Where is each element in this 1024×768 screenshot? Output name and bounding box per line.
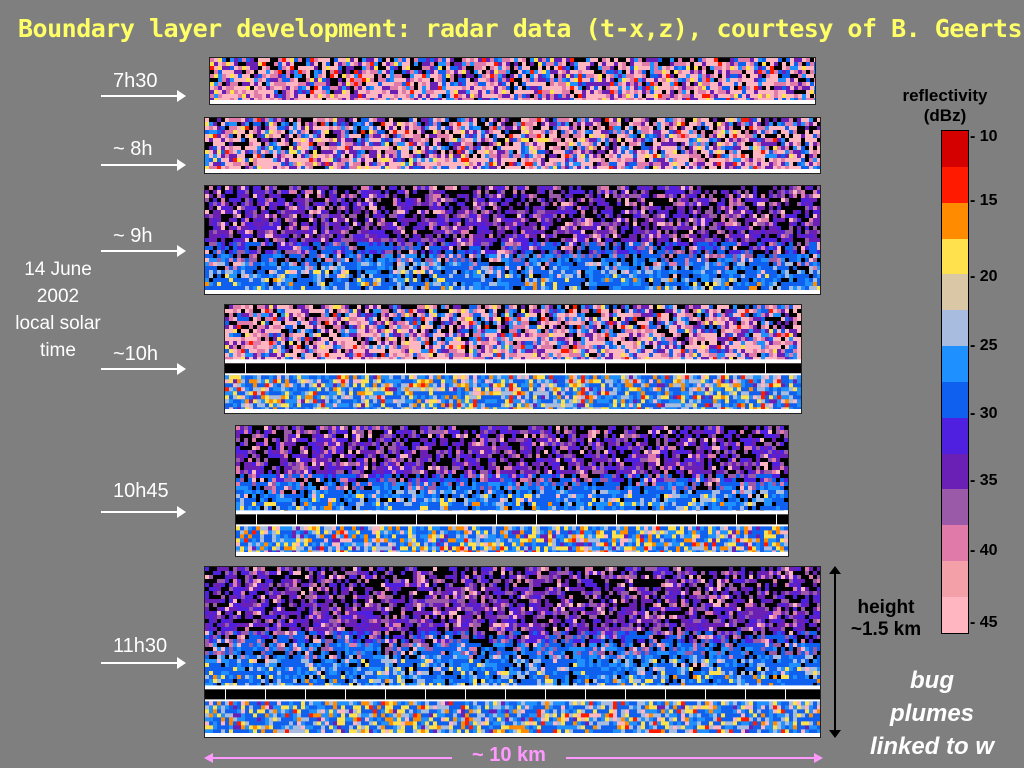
date-line1: 14 June (0, 256, 116, 283)
date-line4: time (0, 337, 116, 364)
height-note-line2: ~1.5 km (838, 619, 934, 641)
legend-title-line1: reflectivity (890, 86, 1000, 106)
time-label-0800: ~ 8h (113, 138, 152, 161)
radar-image (205, 186, 820, 294)
bug-note-line3: linked to w (852, 730, 1012, 763)
legend-title-line2: (dBz) (890, 106, 1000, 126)
radar-image (225, 305, 801, 413)
colorbar-segment (942, 453, 968, 490)
colorbar-segment (942, 561, 968, 597)
arrow-0900-icon (101, 245, 186, 257)
legend-tick-45: - 45 (970, 614, 998, 632)
legend-tick-25: - 25 (970, 337, 998, 355)
height-note-line1: height (838, 597, 934, 619)
height-note: height ~1.5 km (838, 597, 934, 641)
radar-image (205, 118, 820, 173)
radar-image (210, 58, 815, 104)
distance-line-right (566, 757, 816, 759)
colorbar-segment (942, 238, 968, 275)
colorbar-segment (942, 274, 968, 311)
distance-line-left (210, 757, 454, 759)
colorbar-segment (942, 202, 968, 239)
colorbar-segment (942, 417, 968, 454)
legend-tick-10: - 10 (970, 128, 998, 146)
reflectivity-colorbar (941, 130, 969, 634)
colorbar-segment (942, 346, 968, 382)
arrow-1130-icon (101, 657, 186, 669)
date-line3: local solar (0, 310, 116, 337)
distance-arrow-right-icon (814, 753, 823, 763)
arrow-0730-icon (101, 90, 186, 102)
date-line2: 2002 (0, 283, 116, 310)
time-label-1000: ~10h (113, 343, 158, 366)
bug-plumes-note: bug plumes linked to w (852, 664, 1012, 763)
time-label-1045: 10h45 (113, 480, 169, 503)
arrow-1045-icon (101, 506, 186, 518)
legend-tick-20: - 20 (970, 268, 998, 286)
distance-arrow-left-icon (204, 753, 213, 763)
colorbar-segment (942, 131, 968, 167)
colorbar-segment (942, 489, 968, 526)
time-label-0730: 7h30 (113, 70, 158, 93)
time-label-1130: 11h30 (113, 635, 167, 658)
arrow-1000-icon (101, 363, 186, 375)
colorbar-segment (942, 310, 968, 347)
colorbar-segment (942, 381, 968, 418)
radar-panel-1130 (204, 566, 821, 738)
legend-tick-15: - 15 (970, 192, 998, 210)
arrow-0800-icon (101, 159, 186, 171)
radar-panel-1000 (224, 304, 802, 414)
legend-tick-40: - 40 (970, 542, 998, 560)
radar-panel-1045 (235, 425, 789, 557)
colorbar-segment (942, 525, 968, 562)
radar-image (205, 567, 820, 737)
date-label: 14 June 2002 local solar time (0, 256, 116, 364)
legend-title: reflectivity (dBz) (890, 86, 1000, 126)
radar-panel-0730 (209, 57, 816, 105)
colorbar-segment (942, 596, 968, 633)
time-label-0900: ~ 9h (113, 225, 152, 248)
slide-title: Boundary layer development: radar data (… (18, 14, 1023, 43)
radar-panel-0900 (204, 185, 821, 295)
distance-label: ~ 10 km (452, 744, 566, 767)
legend-tick-35: - 35 (970, 472, 998, 490)
radar-image (236, 426, 788, 556)
height-arrow-icon (829, 566, 841, 738)
legend-tick-30: - 30 (970, 405, 998, 423)
radar-panel-0800 (204, 117, 821, 174)
colorbar-segment (942, 166, 968, 203)
bug-note-line2: plumes (852, 697, 1012, 730)
bug-note-line1: bug (852, 664, 1012, 697)
